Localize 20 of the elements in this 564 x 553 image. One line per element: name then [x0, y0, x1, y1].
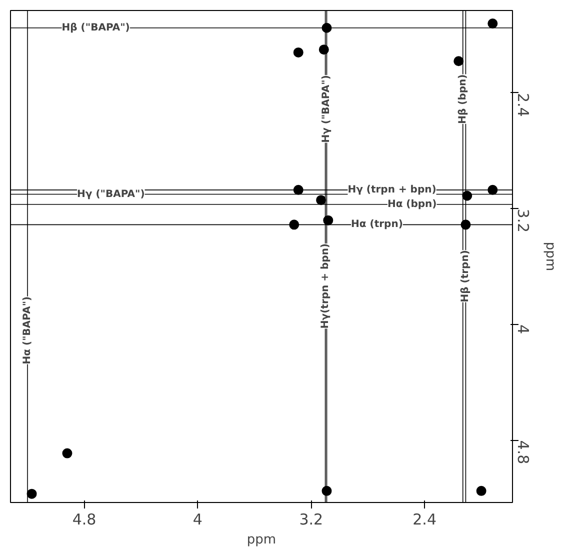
y-tick-label: 4.8 [514, 440, 532, 464]
ref-line-label: Hγ ("BAPA") [321, 75, 332, 143]
y-tick-label: 2.4 [514, 92, 532, 117]
x-tick-label: 4 [192, 510, 202, 528]
ref-line-label: Hγ ("BAPA") [77, 188, 145, 200]
ref-line-label: Hβ ("BAPA") [62, 22, 130, 34]
ref-line-label: Hα ("BAPA") [22, 296, 34, 364]
x-tick-label: 4.8 [72, 510, 96, 528]
y-tick-label: 3.2 [514, 208, 532, 233]
x-tick-label: 3.2 [299, 510, 324, 528]
x-axis-title: ppm [246, 532, 276, 548]
y-axis-title: ppm [542, 242, 558, 272]
ref-line-label: Hα (bpn) [387, 198, 437, 210]
ref-line-label: Hγ(trpn + bpn) [320, 243, 331, 329]
x-tick-label: 2.4 [412, 510, 437, 528]
ref-line-label: Hβ (bpn) [457, 74, 468, 124]
ref-line-label: Hα (trpn) [351, 219, 403, 230]
y-tick-label: 4 [514, 324, 532, 334]
ref-line-label: Hβ (trpn) [460, 250, 472, 302]
ref-line-label: Hγ (trpn + bpn) [348, 184, 436, 196]
